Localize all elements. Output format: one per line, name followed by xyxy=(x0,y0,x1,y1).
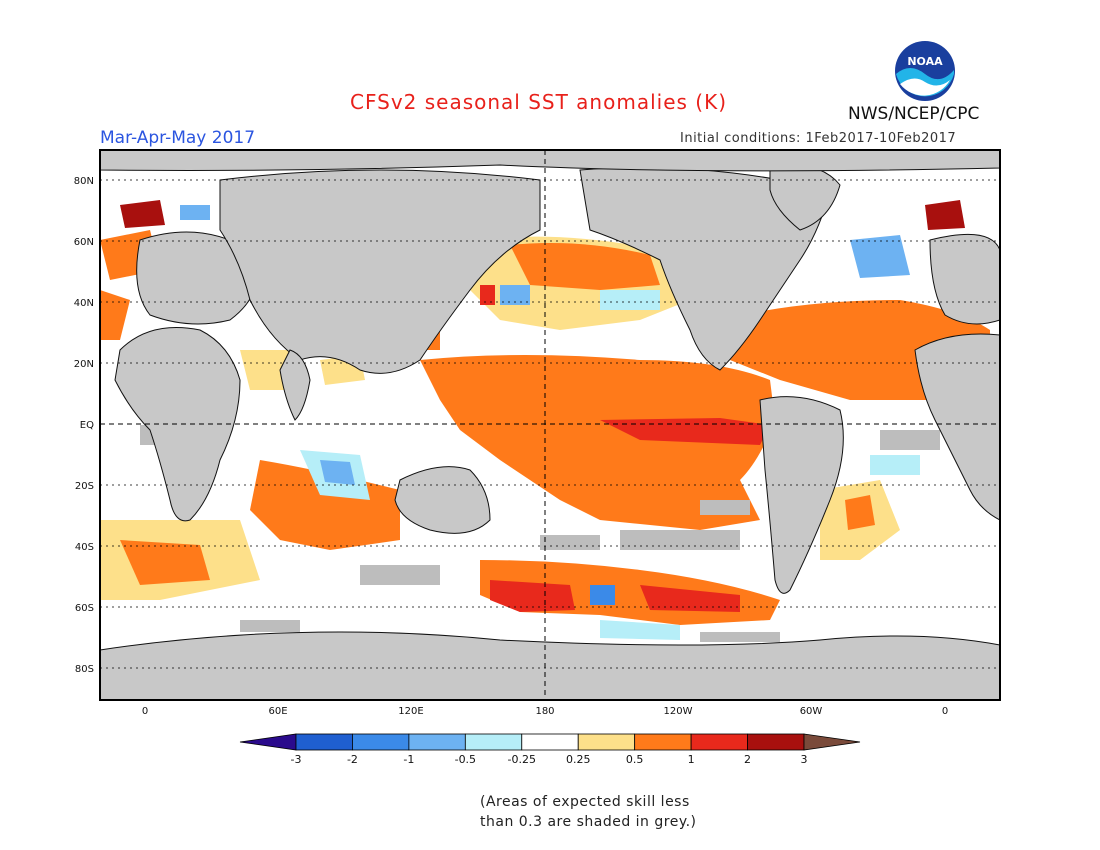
ocean-background xyxy=(100,150,1000,700)
colorbar-tick-label: 1 xyxy=(688,753,695,766)
australia-landmass xyxy=(394,466,491,534)
colorbar-swatch xyxy=(577,733,636,751)
noaa-logo: NOAA xyxy=(895,41,955,101)
lon-label: 60E xyxy=(268,706,287,717)
map-frame xyxy=(99,149,1001,701)
colorbar: -3 -2 -1 -0.5 -0.25 0.25 0.5 1 2 3 xyxy=(239,733,861,766)
colorbar-tick-label: -3 xyxy=(291,753,302,766)
lon-label: 0 xyxy=(142,706,148,717)
lon-label: 0 xyxy=(942,706,948,717)
lat-label: 20N xyxy=(74,359,94,370)
colorbar-tick-label: 0.25 xyxy=(566,753,591,766)
greenland-landmass xyxy=(769,163,841,231)
colorbar-tick-label: 3 xyxy=(801,753,808,766)
lat-label: EQ xyxy=(80,420,94,431)
europe-landmass xyxy=(136,231,258,325)
latitude-labels: 80N 60N 40N 20N EQ 20S 40S 60S 80S xyxy=(74,176,94,675)
low-skill-mask xyxy=(140,425,940,642)
colorbar-tick-label: -1 xyxy=(403,753,414,766)
lat-label: 20S xyxy=(75,481,94,492)
chart-title: CFSv2 seasonal SST anomalies (K) xyxy=(350,90,727,114)
colorbar-swatch xyxy=(352,733,410,751)
initial-conditions-label: Initial conditions: 1Feb2017-10Feb2017 xyxy=(680,131,957,146)
land-masses xyxy=(100,150,1000,700)
colorbar-tick-label: 2 xyxy=(744,753,751,766)
footnote-line-1: (Areas of expected skill less xyxy=(480,794,690,810)
agency-label: NWS/NCEP/CPC xyxy=(848,104,980,124)
south-america-landmass xyxy=(759,396,844,594)
colorbar-min-arrow xyxy=(239,733,297,751)
lat-label: 80S xyxy=(75,664,94,675)
colorbar-swatch xyxy=(295,733,353,751)
lon-label: 120W xyxy=(664,706,693,717)
africa-landmass xyxy=(114,327,241,522)
africa-right-landmass xyxy=(914,333,1000,521)
lat-label: 40S xyxy=(75,542,94,553)
noaa-logo-text: NOAA xyxy=(907,55,943,68)
lat-label: 60N xyxy=(74,237,94,248)
lat-label: 80N xyxy=(74,176,94,187)
north-america-landmass xyxy=(579,167,831,371)
colorbar-swatch xyxy=(747,733,805,751)
colorbar-tick-label: -0.25 xyxy=(508,753,536,766)
sst-anomaly-map xyxy=(100,150,1000,700)
skill-footnote: (Areas of expected skill less than 0.3 a… xyxy=(480,792,697,832)
map-gridlines xyxy=(100,179,1000,669)
colorbar-swatch xyxy=(634,733,692,751)
india-landmass xyxy=(279,349,311,421)
europe-right-landmass xyxy=(929,233,1000,325)
asia-landmass xyxy=(219,169,541,374)
warm-anomaly-fields xyxy=(100,200,990,625)
cool-anomaly-fields xyxy=(180,205,920,640)
colorbar-tick-label: -2 xyxy=(347,753,358,766)
lon-label: 60W xyxy=(800,706,823,717)
lon-label: 180 xyxy=(535,706,554,717)
lat-label: 60S xyxy=(75,603,94,614)
lon-label: 120E xyxy=(398,706,423,717)
colorbar-swatch xyxy=(521,733,579,751)
season-label: Mar-Apr-May 2017 xyxy=(100,128,256,148)
colorbar-swatch xyxy=(690,733,748,751)
antarctica-landmass xyxy=(100,631,1000,700)
lat-label: 40N xyxy=(74,298,94,309)
colorbar-swatch xyxy=(464,733,523,751)
colorbar-tick-label: -0.5 xyxy=(455,753,476,766)
colorbar-swatch xyxy=(408,733,466,751)
longitude-labels: 0 60E 120E 180 120W 60W 0 xyxy=(142,706,948,717)
colorbar-max-arrow xyxy=(803,733,861,751)
footnote-line-2: than 0.3 are shaded in grey.) xyxy=(480,814,697,830)
colorbar-tick-label: 0.5 xyxy=(626,753,644,766)
arctic-landmass xyxy=(100,150,1000,172)
